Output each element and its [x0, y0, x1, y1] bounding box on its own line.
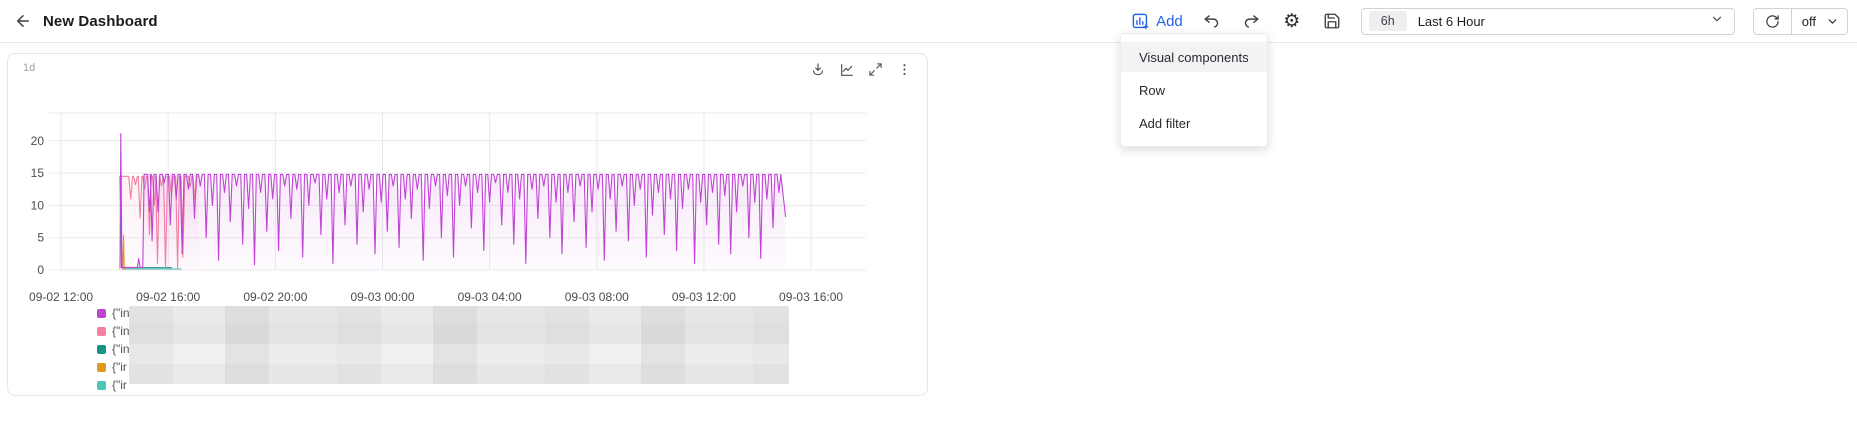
save-button[interactable]: [1321, 10, 1343, 32]
legend-swatch: [97, 326, 106, 336]
chart-legend: {"in {"ins {"in {"ir {"ir: [97, 304, 136, 394]
undo-button[interactable]: [1201, 10, 1223, 32]
settings-button[interactable]: ⚙: [1281, 10, 1303, 32]
svg-text:0: 0: [37, 263, 44, 277]
header-toolbar: Add ⚙ 6h Last 6 Hour off: [1131, 7, 1848, 35]
svg-text:09-02 16:00: 09-02 16:00: [136, 290, 200, 304]
legend-swatch: [97, 344, 106, 354]
refresh-control: off: [1752, 7, 1848, 35]
menu-item-row[interactable]: Row: [1139, 82, 1166, 98]
redo-icon: [1245, 14, 1259, 28]
add-dropdown-menu: Visual components Row Add filter: [1120, 33, 1268, 147]
undo-icon: [1204, 14, 1219, 28]
refresh-interval-select[interactable]: off: [1792, 9, 1847, 34]
legend-item[interactable]: {"ir: [97, 376, 136, 394]
page-title: New Dashboard: [43, 12, 158, 30]
refresh-interval-label: off: [1801, 13, 1816, 29]
kebab-menu-icon[interactable]: [896, 61, 913, 78]
legend-swatch: [97, 380, 106, 390]
svg-text:15: 15: [31, 166, 45, 180]
header-bar: New Dashboard Add ⚙ 6h Last 6 Hour: [0, 0, 1857, 43]
legend-item[interactable]: {"in: [97, 340, 136, 358]
legend-label: {"ir: [112, 360, 127, 374]
svg-text:09-02 12:00: 09-02 12:00: [29, 290, 93, 304]
add-button-label: Add: [1156, 12, 1183, 30]
line-chart-icon[interactable]: [838, 61, 855, 78]
svg-text:09-02 20:00: 09-02 20:00: [243, 290, 307, 304]
svg-text:10: 10: [31, 198, 45, 212]
gear-icon: ⚙: [1283, 10, 1301, 32]
svg-text:09-03 04:00: 09-03 04:00: [458, 290, 522, 304]
svg-text:20: 20: [31, 134, 45, 148]
time-range-label: Last 6 Hour: [1417, 13, 1485, 29]
add-button[interactable]: Add: [1131, 12, 1183, 31]
panel-toolbar: [809, 61, 913, 78]
svg-text:09-03 16:00: 09-03 16:00: [779, 290, 843, 304]
refresh-icon: [1766, 14, 1779, 28]
fullscreen-icon[interactable]: [867, 61, 884, 78]
svg-text:09-03 00:00: 09-03 00:00: [350, 290, 414, 304]
download-icon[interactable]: [809, 61, 826, 78]
refresh-button[interactable]: [1754, 8, 1792, 34]
add-chart-icon: [1132, 13, 1149, 29]
save-icon: [1324, 13, 1340, 29]
time-range-badge: 6h: [1368, 11, 1407, 31]
time-range-select[interactable]: 6h Last 6 Hour: [1360, 7, 1735, 35]
legend-label: {"ir: [112, 378, 127, 392]
chevron-down-icon: [1710, 12, 1724, 31]
panel-duration-label: 1d: [23, 62, 36, 74]
legend-item[interactable]: {"in: [97, 304, 136, 322]
legend-label: {"in: [112, 342, 130, 356]
redacted-legend-blur: [129, 306, 789, 384]
arrow-left-icon: [17, 15, 29, 27]
timeseries-chart: 0 5 10 15 20 09-02 12:00 09-02 16:00 09-02 20:0…: [29, 112, 866, 304]
menu-item-add-filter[interactable]: Add filter: [1139, 115, 1191, 131]
svg-text:09-03 08:00: 09-03 08:00: [565, 290, 629, 304]
chevron-down-icon: [1828, 18, 1837, 24]
chart-panel: 1d 0 5 10 15 20 09-02 12:00 09-02 16:00 09-02 2…: [7, 53, 928, 396]
back-button[interactable]: [10, 8, 36, 34]
legend-swatch: [97, 362, 106, 372]
legend-label: {"in: [112, 306, 130, 320]
legend-item[interactable]: {"ir: [97, 358, 136, 376]
menu-item-visual-components[interactable]: Visual components: [1121, 42, 1267, 72]
legend-swatch: [97, 308, 106, 318]
svg-text:5: 5: [37, 231, 44, 245]
svg-text:09-03 12:00: 09-03 12:00: [672, 290, 736, 304]
redo-button[interactable]: [1241, 10, 1263, 32]
